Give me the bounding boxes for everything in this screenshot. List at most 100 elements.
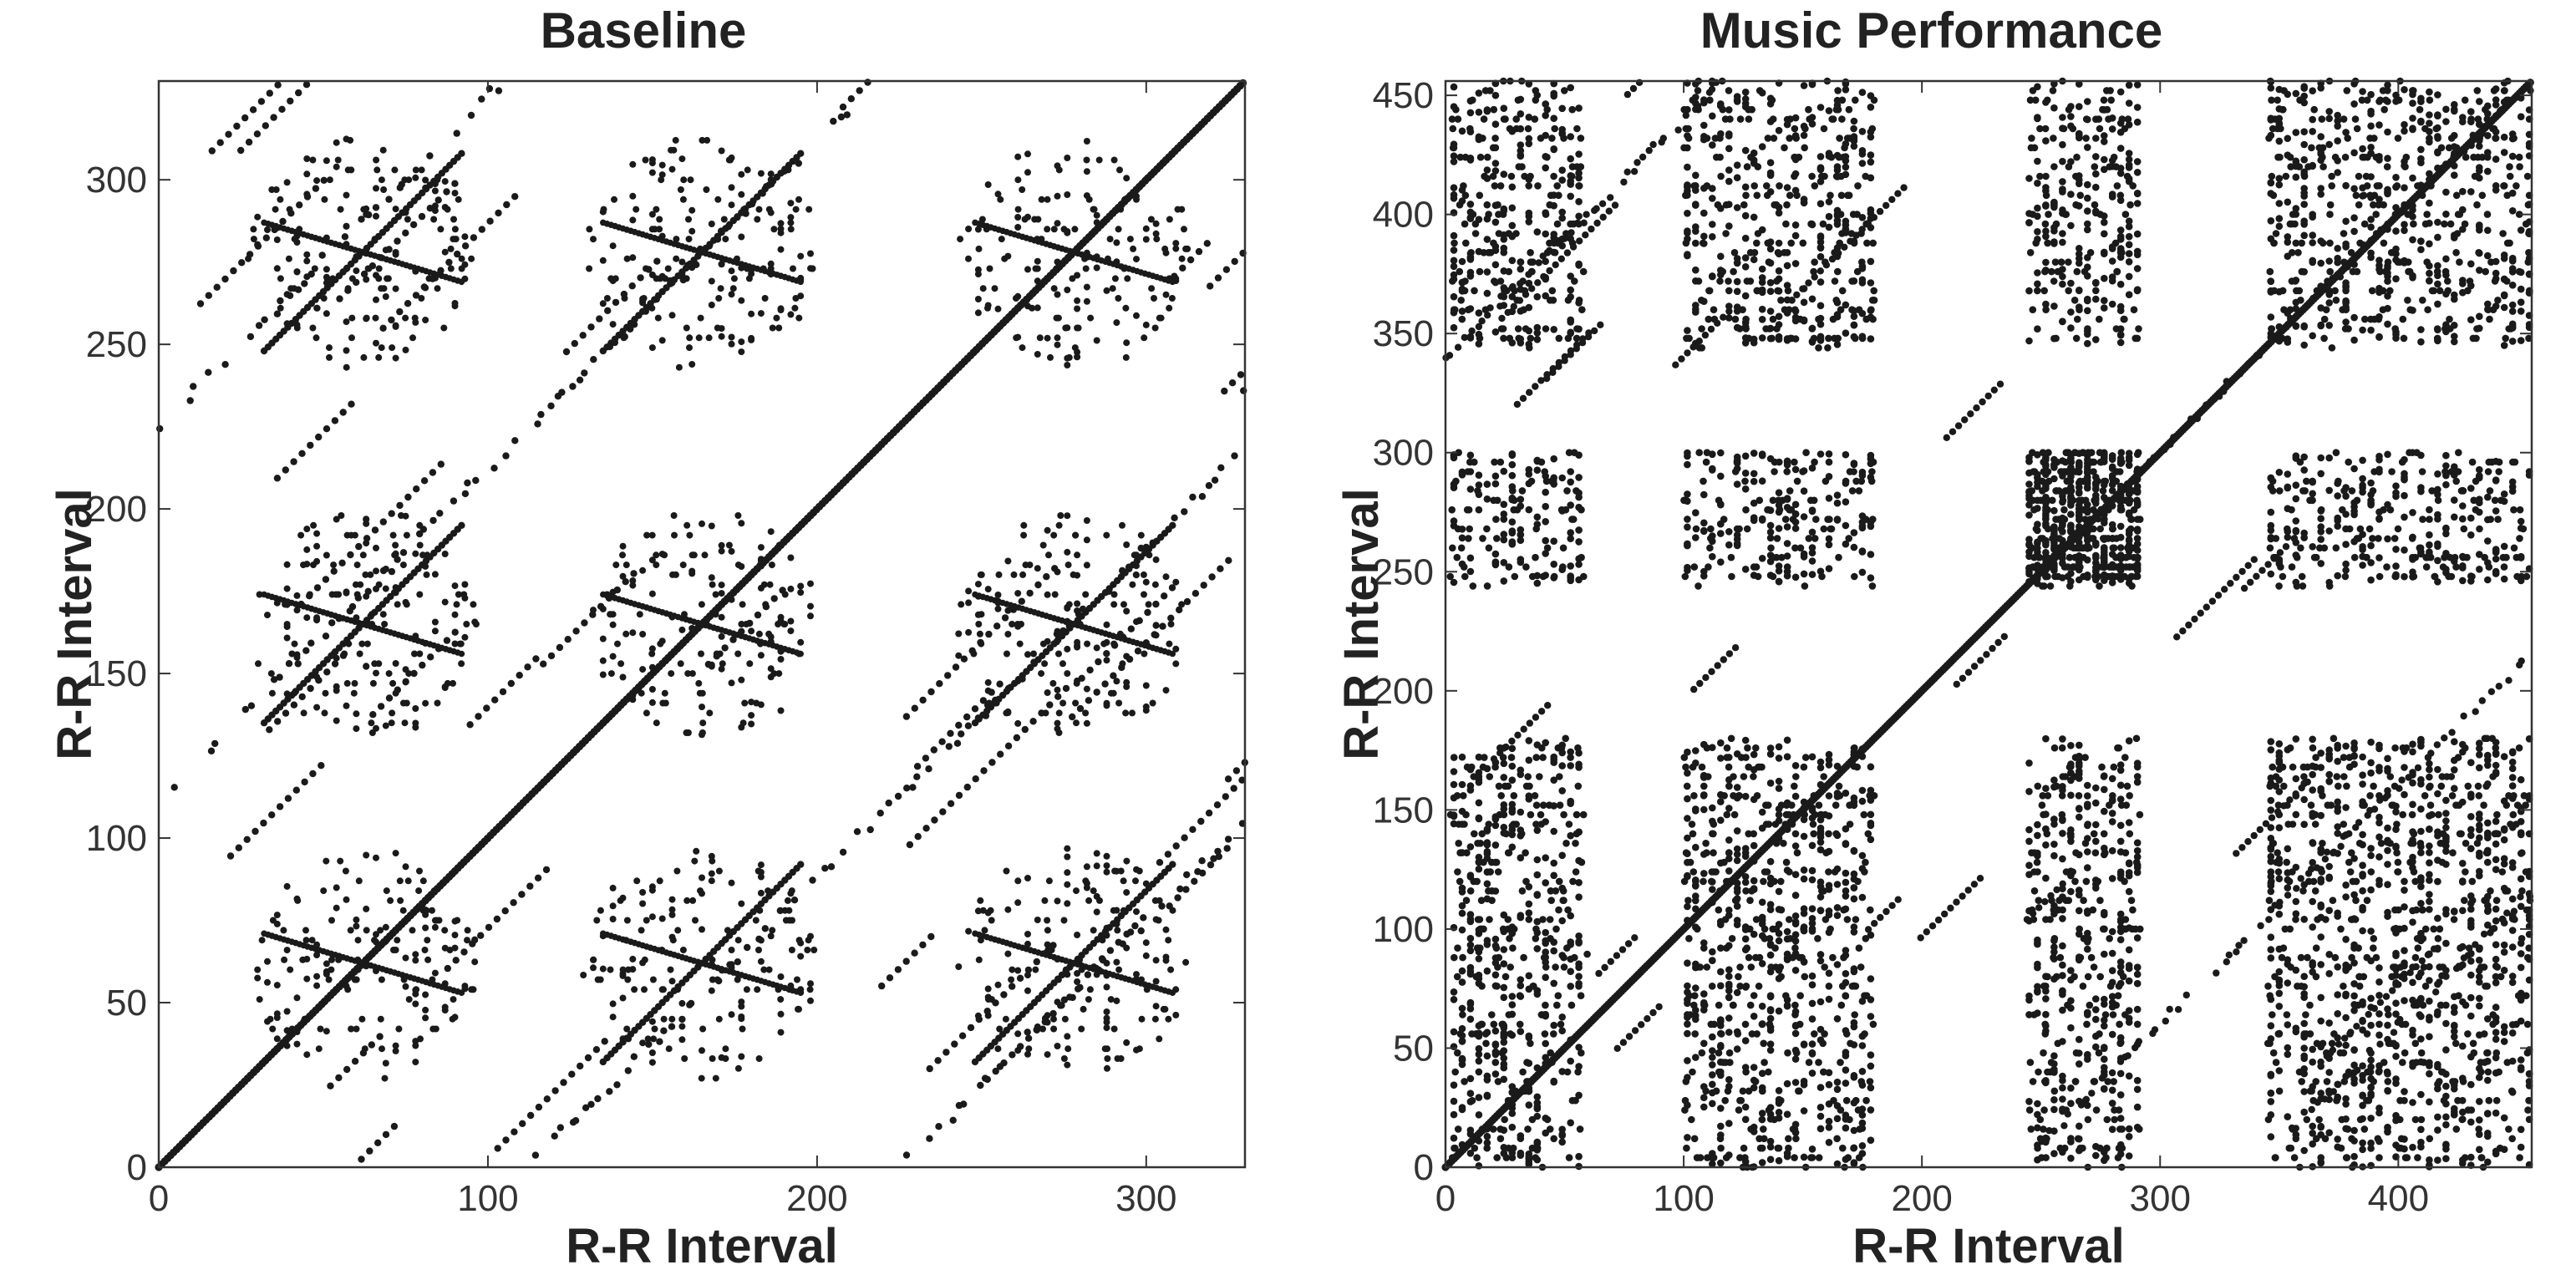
data-point bbox=[461, 594, 469, 602]
data-point bbox=[1565, 1154, 1573, 1161]
data-point bbox=[464, 927, 471, 934]
data-point bbox=[359, 551, 367, 559]
data-point bbox=[577, 1062, 584, 1070]
data-point bbox=[2448, 729, 2456, 736]
data-point bbox=[1054, 719, 1061, 727]
data-point bbox=[1500, 983, 1508, 992]
data-point bbox=[511, 437, 519, 444]
data-point bbox=[461, 633, 469, 641]
data-point bbox=[1532, 801, 1541, 809]
data-point bbox=[964, 722, 973, 729]
data-point bbox=[294, 660, 302, 668]
data-point bbox=[273, 1010, 281, 1018]
data-point bbox=[728, 547, 735, 555]
data-point bbox=[1461, 220, 1469, 228]
data-point bbox=[1152, 220, 1160, 227]
data-point bbox=[1093, 688, 1100, 696]
data-point bbox=[1542, 1054, 1549, 1061]
data-point bbox=[1044, 226, 1051, 233]
data-point bbox=[1475, 505, 1483, 514]
data-point bbox=[1009, 1051, 1016, 1059]
data-point bbox=[1084, 971, 1092, 978]
data-point bbox=[686, 531, 694, 539]
data-point bbox=[1484, 312, 1491, 319]
data-point bbox=[648, 650, 656, 658]
data-point bbox=[1044, 334, 1051, 342]
data-point bbox=[609, 611, 617, 618]
data-point bbox=[673, 255, 680, 262]
data-point bbox=[1453, 553, 1461, 561]
data-point bbox=[668, 312, 676, 319]
data-point bbox=[2162, 1017, 2169, 1025]
data-point bbox=[1110, 156, 1118, 164]
data-point bbox=[922, 825, 930, 832]
data-point bbox=[1030, 650, 1037, 658]
data-point bbox=[494, 1145, 501, 1152]
data-point bbox=[1525, 1150, 1533, 1158]
data-point bbox=[1494, 1078, 1502, 1085]
data-point bbox=[343, 702, 350, 709]
data-point bbox=[302, 81, 311, 89]
data-point bbox=[373, 185, 379, 192]
data-point bbox=[1491, 278, 1500, 287]
data-point bbox=[1119, 633, 1127, 641]
data-point bbox=[343, 679, 351, 687]
data-point bbox=[1562, 840, 1570, 847]
data-point bbox=[668, 911, 676, 918]
data-point bbox=[1474, 487, 1481, 495]
data-point bbox=[1557, 505, 1566, 514]
data-point bbox=[313, 973, 321, 980]
data-point bbox=[1123, 930, 1130, 938]
data-point bbox=[1525, 505, 1533, 514]
data-point bbox=[629, 629, 637, 637]
data-point bbox=[767, 260, 775, 267]
data-point bbox=[412, 166, 419, 174]
data-point bbox=[1466, 1074, 1475, 1083]
data-point bbox=[738, 1003, 745, 1010]
data-point bbox=[456, 640, 464, 648]
data-point bbox=[797, 638, 805, 646]
data-point bbox=[685, 216, 692, 223]
data-point bbox=[955, 652, 963, 659]
data-point bbox=[960, 1100, 968, 1108]
data-point bbox=[651, 1025, 658, 1033]
data-point bbox=[1475, 865, 1483, 873]
data-point bbox=[974, 581, 982, 588]
data-point bbox=[1130, 245, 1137, 252]
data-point bbox=[1574, 1068, 1582, 1076]
data-point bbox=[1082, 591, 1090, 598]
data-point bbox=[348, 400, 355, 408]
data-point bbox=[787, 554, 795, 561]
data-point bbox=[1466, 485, 1475, 493]
data-point bbox=[1475, 471, 1483, 479]
data-point bbox=[1014, 719, 1022, 727]
data-point bbox=[1504, 849, 1512, 856]
data-point bbox=[807, 612, 814, 620]
x-tick-label: 0 bbox=[149, 1178, 169, 1219]
data-point bbox=[1060, 917, 1068, 924]
data-point bbox=[1019, 571, 1027, 578]
data-point bbox=[441, 1007, 449, 1014]
data-point bbox=[1475, 1050, 1483, 1059]
data-point bbox=[337, 206, 344, 213]
data-point bbox=[1483, 848, 1491, 856]
data-point bbox=[1453, 973, 1461, 981]
data-point bbox=[807, 602, 814, 610]
data-point bbox=[853, 828, 861, 836]
data-point bbox=[1038, 196, 1045, 203]
data-point bbox=[2095, 516, 2102, 523]
data-point bbox=[403, 699, 410, 707]
data-point bbox=[738, 170, 745, 178]
data-point bbox=[1083, 685, 1090, 693]
data-point bbox=[797, 150, 805, 157]
data-point bbox=[373, 166, 381, 174]
data-point bbox=[1033, 958, 1041, 966]
data-point bbox=[1475, 753, 1483, 761]
data-point bbox=[590, 964, 597, 972]
data-point bbox=[734, 937, 742, 944]
data-point bbox=[434, 645, 443, 653]
data-point bbox=[1496, 1135, 1505, 1143]
data-point bbox=[1567, 912, 1574, 920]
data-point bbox=[274, 81, 282, 89]
data-point bbox=[1508, 204, 1517, 212]
